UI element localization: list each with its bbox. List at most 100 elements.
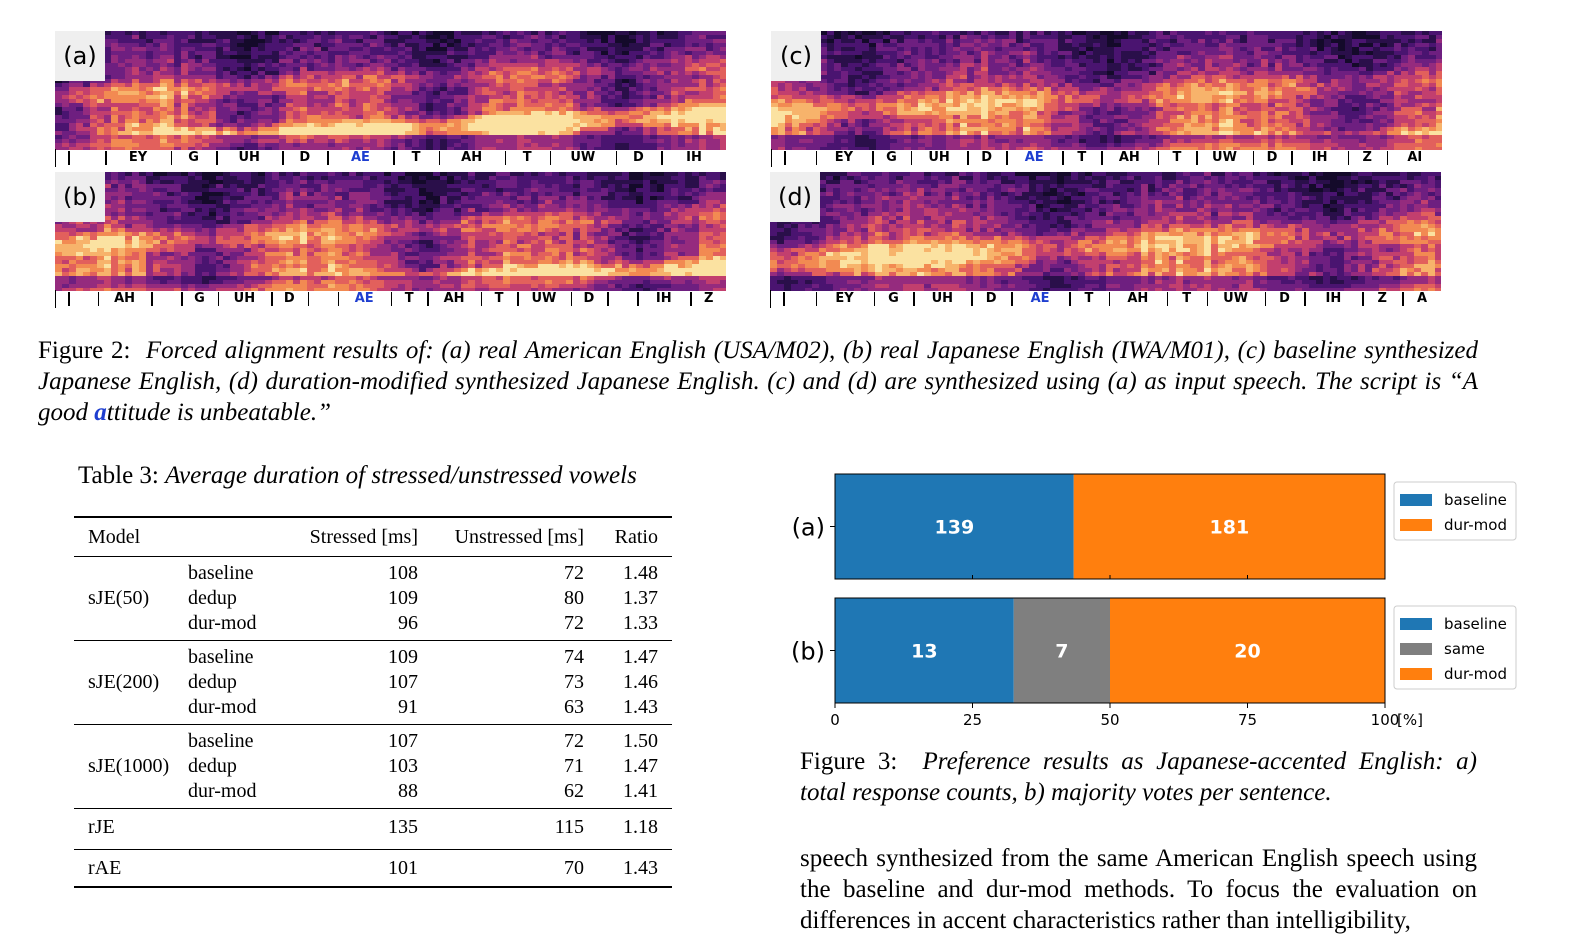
phone-label: AE <box>1025 149 1044 167</box>
phone-label: UH <box>932 290 953 308</box>
phone-boundary <box>393 151 395 165</box>
phone-boundary <box>637 292 639 306</box>
phone-boundary <box>282 151 284 165</box>
phone-segment: AH <box>439 149 505 167</box>
method-cell <box>188 850 288 888</box>
phone-label: T <box>412 149 421 167</box>
phone-segment: UH <box>218 290 271 308</box>
unstressed-cell: 72 <box>418 725 584 755</box>
phone-segment: A <box>1402 290 1442 308</box>
ratio-cell: 1.48 <box>584 557 672 587</box>
phone-label: EY <box>129 149 147 167</box>
phone-boundary <box>1304 292 1306 306</box>
method-cell: baseline <box>188 557 288 587</box>
phone-boundary <box>1402 292 1404 306</box>
phone-boundary <box>1265 292 1267 306</box>
spectrogram-image <box>770 172 1441 291</box>
ratio-cell: 1.47 <box>584 641 672 671</box>
phone-label: AI <box>1407 149 1422 167</box>
phone-label: UH <box>928 149 949 167</box>
spectrogram-image <box>55 172 726 291</box>
phone-label: Z <box>1378 290 1387 308</box>
phone-segment: EY <box>105 149 171 167</box>
phone-segment: UH <box>913 290 971 308</box>
ratio-cell: 1.37 <box>584 586 672 611</box>
phone-segment: AH <box>427 290 480 308</box>
phone-label: T <box>405 290 414 308</box>
phone-segment <box>308 290 338 308</box>
phone-boundary <box>1387 151 1389 165</box>
legend-label: baseline <box>1444 491 1507 509</box>
phone-boundary <box>816 292 818 306</box>
phone-label: IH <box>1326 290 1342 308</box>
phone-boundary <box>967 151 969 165</box>
phone-segment: Z <box>690 290 727 308</box>
phone-boundary <box>690 292 692 306</box>
phone-segment: AH <box>1109 290 1167 308</box>
phone-segment: AH <box>1101 149 1157 167</box>
phone-segment: D <box>616 149 661 167</box>
stressed-cell: 109 <box>288 641 418 671</box>
phone-segment: AH <box>98 290 151 308</box>
phone-label: G <box>888 290 899 308</box>
phone-boundary <box>816 151 818 165</box>
phone-segment: IH <box>1304 290 1362 308</box>
phone-label: D <box>299 149 310 167</box>
phone-label: T <box>1085 290 1094 308</box>
phone-boundary <box>151 292 153 306</box>
stressed-cell: 107 <box>288 725 418 755</box>
model-cell: sJE(1000) <box>74 754 188 779</box>
phone-label: G <box>886 149 897 167</box>
model-cell: sJE(50) <box>74 586 188 611</box>
method-cell <box>188 809 288 850</box>
spectrogram-c: (c) <box>771 31 1442 150</box>
phone-label: IH <box>656 290 672 308</box>
ratio-cell: 1.41 <box>584 779 672 809</box>
model-cell: rJE <box>74 809 188 850</box>
legend-swatch-dur-mod <box>1400 668 1432 680</box>
phone-label: D <box>1267 149 1278 167</box>
spectrogram-image <box>55 31 726 150</box>
legend-label: dur-mod <box>1444 665 1507 683</box>
phone-label: D <box>1279 290 1290 308</box>
stressed-cell: 135 <box>288 809 418 850</box>
phone-boundary <box>550 151 552 165</box>
stressed-cell: 108 <box>288 557 418 587</box>
phone-segment: D <box>971 290 1011 308</box>
panel-label-a: (a) <box>55 31 105 81</box>
phone-segment: UW <box>1207 290 1265 308</box>
phone-boundary <box>1207 292 1209 306</box>
phone-label: D <box>583 290 594 308</box>
spectrogram-image <box>771 31 1442 150</box>
phone-segment: D <box>967 149 1006 167</box>
method-cell: dur-mod <box>188 611 288 641</box>
phone-segment: UH <box>911 149 967 167</box>
stressed-cell: 96 <box>288 611 418 641</box>
phone-boundary <box>1109 292 1111 306</box>
phone-segment: AE <box>1006 149 1062 167</box>
stressed-cell: 91 <box>288 695 418 725</box>
phone-label: UW <box>1223 290 1248 308</box>
x-unit-label: [%] <box>1397 711 1423 729</box>
phone-segment: G <box>181 290 218 308</box>
phone-boundary <box>271 292 273 306</box>
bar-value-label: 7 <box>1055 641 1068 663</box>
bar-value-label: 13 <box>911 641 937 663</box>
phone-label: UW <box>531 290 556 308</box>
stressed-cell: 101 <box>288 850 418 888</box>
ratio-cell: 1.33 <box>584 611 672 641</box>
phone-segment <box>784 149 816 167</box>
header-ratio: Ratio <box>584 517 672 557</box>
phone-label: IH <box>1312 149 1328 167</box>
phone-segment: D <box>1253 149 1292 167</box>
phone-boundary <box>874 292 876 306</box>
ratio-cell: 1.43 <box>584 850 672 888</box>
phone-boundary <box>68 151 70 165</box>
